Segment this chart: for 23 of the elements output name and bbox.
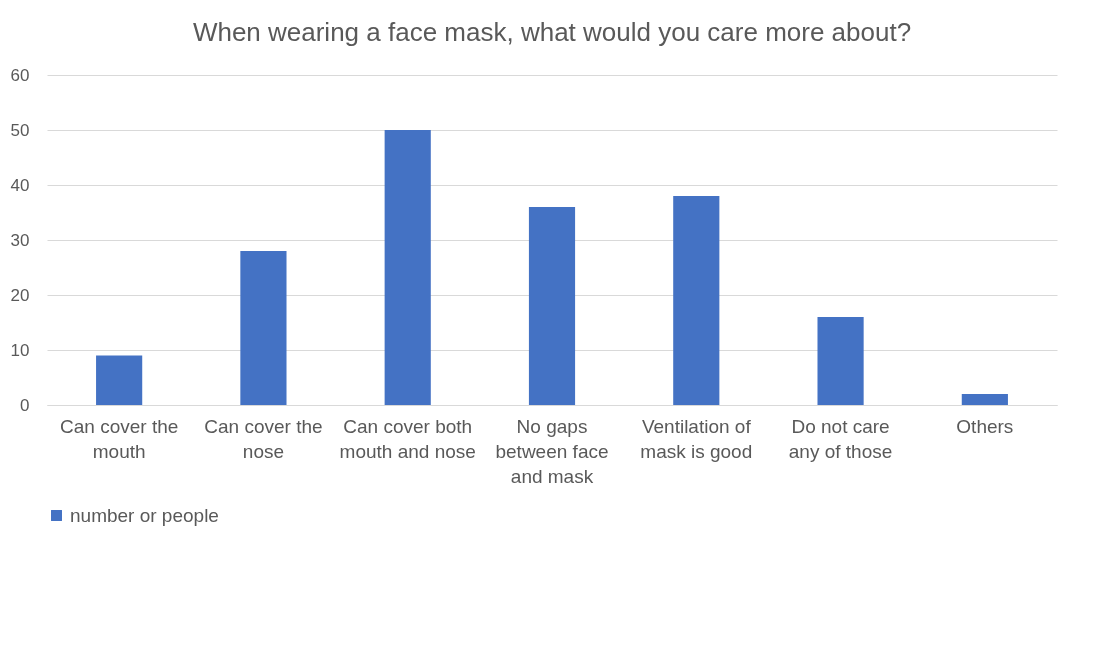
y-tick-label: 60 [10, 65, 30, 85]
y-tick-label: 20 [10, 285, 30, 305]
y-tick-label: 40 [10, 175, 30, 195]
bar [240, 251, 287, 405]
x-tick-label: Do not care any of those [788, 415, 893, 462]
x-tick-label: Others [956, 415, 1014, 437]
y-tick-label: 50 [10, 120, 30, 140]
y-tick-label: 30 [10, 230, 30, 250]
x-tick-label: No gaps between face and mask [495, 415, 609, 487]
legend-label: number or people [70, 504, 219, 526]
y-tick-label: 10 [10, 340, 30, 360]
x-tick-label: Ventilation of mask is good [640, 415, 753, 462]
y-tick-label: 0 [20, 395, 30, 415]
chart-title: When wearing a face mask, what would you care more about? [192, 17, 912, 47]
x-tick-label: Can cover both mouth and nose [339, 415, 476, 462]
x-tick-label: Can cover the mouth [59, 415, 179, 462]
bar [528, 207, 576, 405]
bar [673, 196, 720, 405]
x-tick-label: Can cover the nose [204, 415, 323, 462]
bar [961, 394, 1008, 405]
bar [384, 130, 431, 405]
bar [96, 355, 143, 405]
bar [817, 317, 864, 405]
